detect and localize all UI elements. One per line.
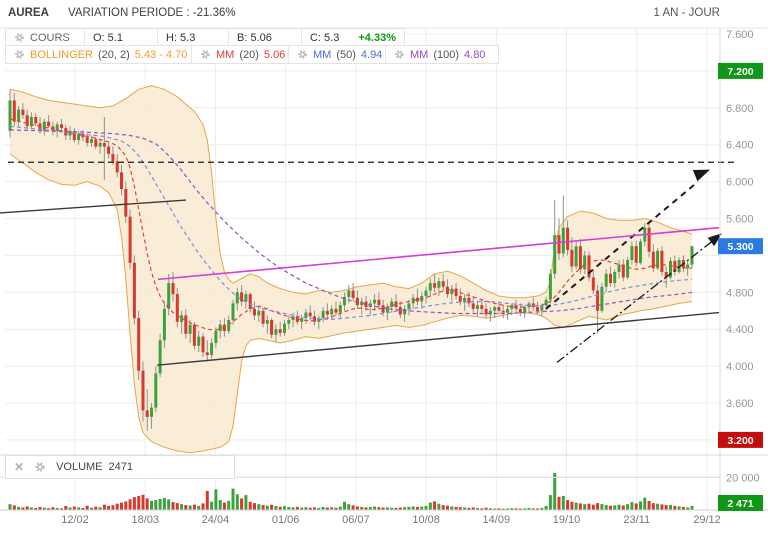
bollinger-value: 5.43 - 4.70 (134, 48, 188, 61)
open-value: O: 5.1 (85, 29, 158, 46)
volume-panel-header: ✕ VOLUME 2471 (5, 455, 235, 479)
svg-text:10/08: 10/08 (412, 514, 440, 526)
gear-icon[interactable] (14, 32, 25, 43)
range-selector[interactable]: 1 AN - JOUR (653, 7, 720, 19)
svg-text:3.200: 3.200 (727, 435, 753, 447)
svg-text:18/03: 18/03 (131, 514, 159, 526)
cours-label: COURS (30, 31, 70, 44)
svg-text:4.800: 4.800 (726, 287, 754, 299)
arrowhead-icon (692, 169, 710, 182)
high-value: H: 5.3 (158, 29, 229, 46)
svg-text:3.600: 3.600 (726, 398, 754, 410)
svg-text:6.800: 6.800 (726, 103, 754, 115)
legend-mm100-cell: MM (100) 4.80 (386, 46, 498, 63)
svg-text:23/11: 23/11 (623, 514, 650, 526)
mm20-value: 5.06 (263, 48, 286, 61)
svg-text:7.200: 7.200 (727, 66, 753, 78)
svg-text:6.000: 6.000 (726, 177, 754, 189)
instrument-title: AUREA (8, 7, 49, 19)
svg-text:20 000: 20 000 (726, 473, 760, 485)
legend-bollinger-cell: BOLLINGER (20, 2) 5.43 - 4.70 (6, 46, 192, 63)
volume-value: 2471 (108, 461, 134, 473)
svg-text:4.400: 4.400 (726, 324, 754, 336)
volume-bars (8, 472, 694, 511)
bollinger-label: BOLLINGER (30, 48, 93, 61)
svg-text:06/07: 06/07 (342, 514, 370, 526)
svg-text:5.300: 5.300 (727, 241, 753, 253)
mm20-params: (20) (239, 48, 259, 61)
candles-layer (8, 89, 694, 431)
mm100-label: MM (410, 48, 429, 61)
svg-text:2 471: 2 471 (727, 498, 753, 510)
moving-averages (9, 118, 693, 331)
svg-text:6.400: 6.400 (726, 140, 754, 152)
x-axis-labels: 12/02 18/03 24/04 01/06 06/07 10/08 14/09 19/10… (61, 514, 721, 526)
legend-row-indicators: BOLLINGER (20, 2) 5.43 - 4.70 MM (20) 5.… (5, 45, 499, 64)
variation-period-label: VARIATION PERIODE : -21.36% (68, 7, 236, 19)
mm100-params: (100) (433, 48, 460, 61)
svg-text:19/10: 19/10 (553, 514, 581, 526)
price-axis-labels: 7.600 6.800 6.400 6.000 5.600 4.800 4.400 4.000… (726, 29, 760, 485)
legend-mm50-cell: MM (50) 4.94 (289, 46, 386, 63)
gear-icon[interactable] (297, 49, 308, 60)
close-value: C: 5.3 +4.33% (310, 31, 396, 44)
change-percent: +4.33% (358, 31, 396, 44)
low-value: B: 5.06 (229, 29, 302, 46)
volume-label: VOLUME (56, 461, 103, 473)
close-icon[interactable]: ✕ (14, 460, 25, 474)
bollinger-params: (20, 2) (97, 48, 130, 61)
arrowhead-icon (707, 233, 722, 247)
gear-icon[interactable] (200, 49, 211, 60)
top-bar: AUREA VARIATION PERIODE : -21.36% 1 AN -… (0, 0, 768, 27)
svg-text:29/12: 29/12 (693, 514, 721, 526)
svg-text:5.600: 5.600 (726, 214, 754, 226)
gear-icon[interactable] (14, 49, 25, 60)
mm20-label: MM (216, 48, 235, 61)
legend-cours-cell: COURS (6, 29, 85, 46)
annotation-lines (0, 161, 736, 366)
svg-text:24/04: 24/04 (202, 514, 230, 526)
svg-text:12/02: 12/02 (61, 514, 89, 526)
svg-text:7.600: 7.600 (726, 29, 754, 41)
svg-text:4.000: 4.000 (726, 361, 754, 373)
svg-text:01/06: 01/06 (272, 514, 300, 526)
price-badges: 7.200 5.300 3.200 2 471 (718, 62, 763, 511)
mm50-value: 4.94 (360, 48, 383, 61)
mm100-value: 4.80 (464, 48, 486, 61)
mm50-params: (50) (336, 48, 356, 61)
svg-text:14/09: 14/09 (483, 514, 511, 526)
legend-mm20-cell: MM (20) 5.06 (192, 46, 289, 63)
gear-icon[interactable] (34, 461, 46, 473)
gear-icon[interactable] (394, 49, 405, 60)
mm50-label: MM (313, 48, 332, 61)
